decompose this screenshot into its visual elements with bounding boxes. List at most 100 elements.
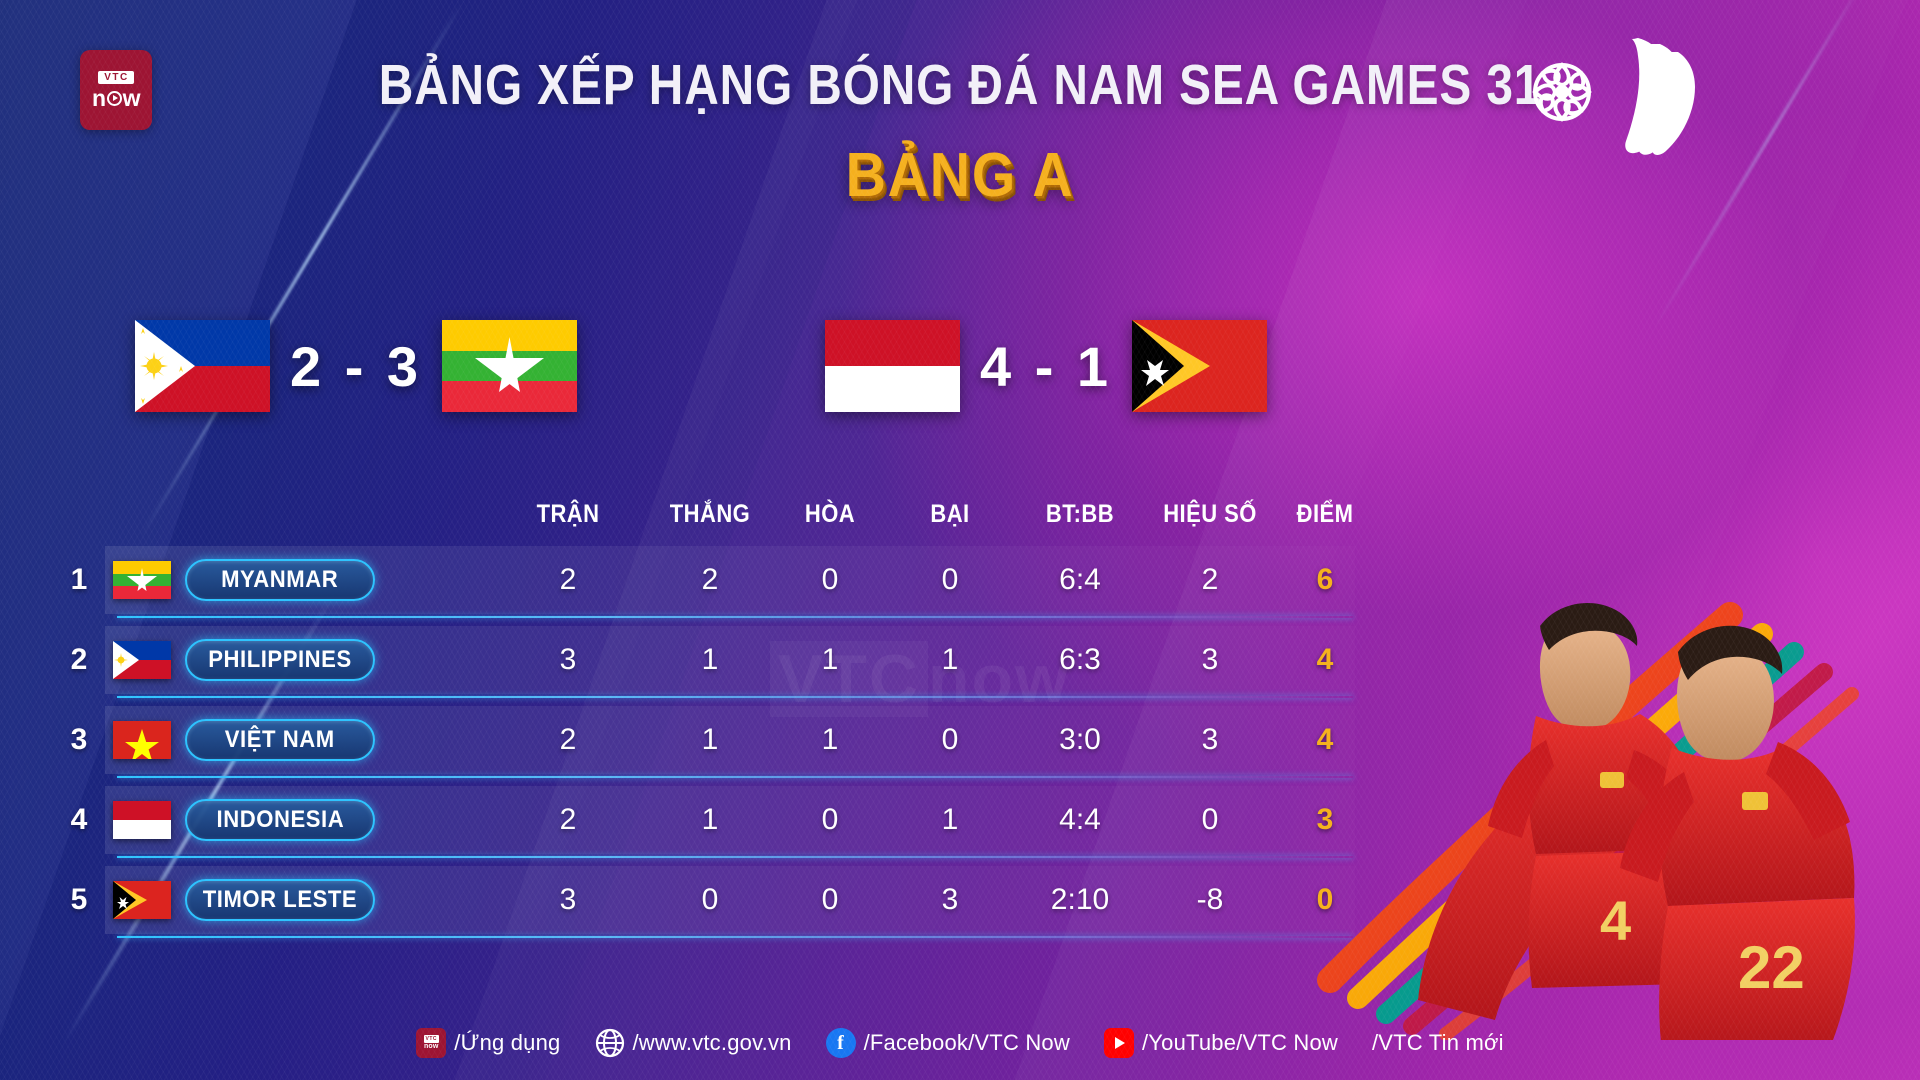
footer-item-facebook[interactable]: f /Facebook/VTC Now <box>825 1028 1070 1058</box>
team-name: INDONESIA <box>216 806 344 833</box>
column-header-gd: HIỆU SỐ <box>1163 500 1257 528</box>
row-rank: 3 <box>70 723 88 756</box>
row-divider <box>117 696 1353 698</box>
table-row: 2 PHILIPPINES 3 1 1 1 6:3 3 4 <box>55 620 1355 700</box>
cell-lost: 1 <box>941 643 959 676</box>
team-name: MYANMAR <box>221 566 339 593</box>
table-row: 3 VIỆT NAM 2 1 1 0 3:0 3 4 <box>55 700 1355 780</box>
team-badge[interactable]: MYANMAR <box>185 559 375 601</box>
team-name: PHILIPPINES <box>208 646 352 673</box>
column-header-drawn: HÒA <box>804 500 856 528</box>
cell-gd: 3 <box>1201 643 1219 676</box>
footer-item-news[interactable]: /VTC Tin mới <box>1372 1030 1504 1056</box>
timor-leste-flag <box>113 881 171 919</box>
indonesia-flag <box>113 801 171 839</box>
match-results: 2 - 3 4 - 1 <box>120 320 1320 430</box>
cell-won: 1 <box>701 643 719 676</box>
row-rank: 5 <box>70 883 88 916</box>
svg-text:22: 22 <box>1738 934 1805 1001</box>
facebook-icon: f <box>825 1028 856 1058</box>
cell-won: 1 <box>701 723 719 756</box>
standings-table: TRẬN THẮNG HÒA BẠI BT:BB HIỆU SỐ ĐIỂM 1 … <box>55 500 1355 940</box>
cell-goals: 2:10 <box>1050 883 1110 916</box>
cell-gd: 2 <box>1201 563 1219 596</box>
cell-lost: 0 <box>941 723 959 756</box>
cell-goals: 3:0 <box>1059 723 1101 756</box>
myanmar-flag <box>113 561 171 599</box>
team-name: VIỆT NAM <box>225 726 335 753</box>
match-result: 4 - 1 <box>825 320 1268 412</box>
team-name: TIMOR LESTE <box>202 886 358 913</box>
cell-won: 2 <box>701 563 719 596</box>
table-row: 1 MYANMAR 2 2 0 0 6:4 2 6 <box>55 540 1355 620</box>
footer-item-app[interactable]: VTC now /Ứng dụng <box>416 1028 560 1058</box>
philippines-flag <box>113 641 171 679</box>
cell-points: 4 <box>1316 723 1334 756</box>
row-divider <box>117 936 1353 938</box>
match-score: 2 - 3 <box>290 334 423 398</box>
cell-drawn: 0 <box>821 883 839 916</box>
cell-gd: 3 <box>1201 723 1219 756</box>
team-badge[interactable]: PHILIPPINES <box>185 639 375 681</box>
column-header-won: THẮNG <box>669 500 751 528</box>
vtc-now-logo: VTC n w <box>80 50 152 130</box>
table-row: 5 TIMOR LESTE 3 0 0 3 2:10 -8 0 <box>55 860 1355 940</box>
cell-played: 3 <box>559 643 577 676</box>
team-badge[interactable]: TIMOR LESTE <box>185 879 375 921</box>
vtc-now-app-icon: VTC now <box>416 1028 447 1058</box>
footer-label-app: /Ứng dụng <box>454 1030 561 1055</box>
cell-lost: 3 <box>941 883 959 916</box>
cell-goals: 6:4 <box>1059 563 1101 596</box>
cell-played: 2 <box>559 723 577 756</box>
now-letter-n: n <box>92 85 106 111</box>
group-subtitle: BẢNG A <box>845 141 1075 210</box>
cell-points: 4 <box>1316 643 1334 676</box>
cell-goals: 4:4 <box>1059 803 1101 836</box>
footer-links: VTC now /Ứng dụng /www.vtc.gov.vn f /Face… <box>0 1028 1920 1058</box>
footer-item-website[interactable]: /www.vtc.gov.vn <box>595 1028 792 1058</box>
team-badge[interactable]: VIỆT NAM <box>185 719 375 761</box>
cell-goals: 6:3 <box>1059 643 1101 676</box>
row-rank: 2 <box>70 643 88 676</box>
team-badge[interactable]: INDONESIA <box>185 799 375 841</box>
globe-icon <box>595 1028 625 1058</box>
page-title: BẢNG XẾP HẠNG BÓNG ĐÁ NAM SEA GAMES 31 <box>378 53 1542 117</box>
cell-won: 1 <box>701 803 719 836</box>
vietnam-flag <box>113 721 171 759</box>
vietnam-players-artwork: 4 22 <box>1300 420 1920 1040</box>
cell-lost: 1 <box>941 803 959 836</box>
column-header-played: TRẬN <box>536 500 600 528</box>
sea-games-31-emblem <box>1520 30 1700 170</box>
now-logo-text: n w <box>92 85 141 111</box>
play-icon <box>106 90 122 106</box>
cell-drawn: 0 <box>821 803 839 836</box>
column-header-lost: BẠI <box>930 500 970 528</box>
cell-drawn: 1 <box>821 643 839 676</box>
indonesia-flag <box>825 320 960 412</box>
timor-leste-flag <box>1132 320 1268 412</box>
cell-lost: 0 <box>941 563 959 596</box>
cell-won: 0 <box>701 883 719 916</box>
column-header-points: ĐIỂM <box>1296 500 1354 528</box>
footer-label-website: /www.vtc.gov.vn <box>632 1030 792 1055</box>
cell-played: 3 <box>559 883 577 916</box>
row-divider <box>117 856 1353 858</box>
philippines-flag <box>135 320 270 412</box>
row-rank: 4 <box>70 803 88 836</box>
footer-label-news: /VTC Tin mới <box>1371 1030 1504 1055</box>
footer-label-youtube: /YouTube/VTC Now <box>1141 1030 1338 1055</box>
match-score: 4 - 1 <box>980 334 1113 398</box>
footer-item-youtube[interactable]: /YouTube/VTC Now <box>1103 1028 1338 1058</box>
cell-drawn: 1 <box>821 723 839 756</box>
vtc-logo-text: VTC <box>98 71 134 84</box>
youtube-icon <box>1103 1028 1134 1058</box>
svg-text:4: 4 <box>1600 889 1631 952</box>
standings-header-row: TRẬN THẮNG HÒA BẠI BT:BB HIỆU SỐ ĐIỂM <box>55 500 1355 540</box>
now-letter-w: w <box>122 85 141 111</box>
cell-gd: 0 <box>1201 803 1219 836</box>
cell-drawn: 0 <box>821 563 839 596</box>
table-row: 4 INDONESIA 2 1 0 1 4:4 0 3 <box>55 780 1355 860</box>
cell-points: 3 <box>1316 803 1334 836</box>
cell-played: 2 <box>559 803 577 836</box>
